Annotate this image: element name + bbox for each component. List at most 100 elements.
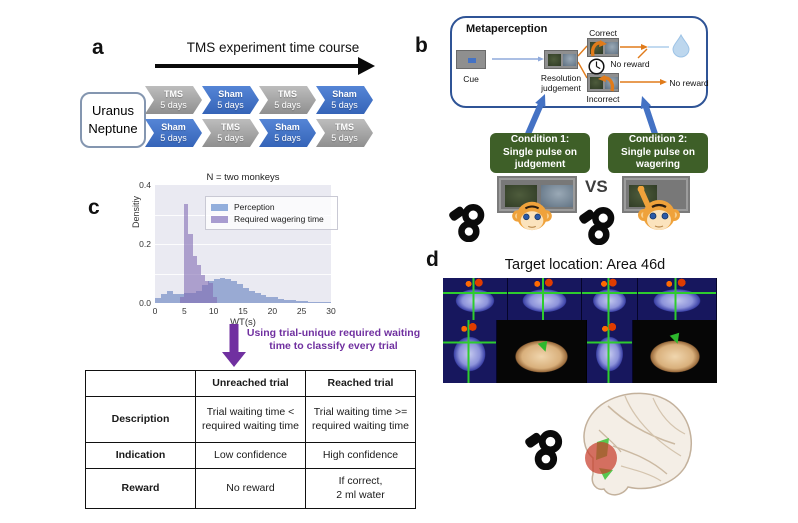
hist-bar — [307, 301, 314, 303]
classification-table-body: Unreached trial Reached trial Description T… — [85, 370, 416, 509]
chevron-condition: Sham — [218, 88, 243, 99]
table-cell: If correct, 2 ml water — [305, 468, 416, 509]
x-tick: 5 — [181, 306, 187, 316]
chevron-duration: 5 days — [217, 100, 244, 110]
timeline-arrow-head-icon — [358, 57, 375, 75]
wager-arrow-icon — [598, 75, 615, 92]
cue-stimulus — [468, 58, 476, 63]
table-row-header: Description — [85, 396, 196, 443]
hist-bar — [219, 277, 226, 303]
legend-item: Perception — [211, 202, 331, 212]
x-tick: 25 — [296, 306, 307, 316]
chevron-duration: 5 days — [217, 133, 244, 143]
hist-bar — [155, 297, 161, 303]
x-tick: 15 — [238, 306, 248, 316]
table-cell: High confidence — [305, 442, 416, 469]
schedule-chevron: TMS 5 days — [259, 86, 316, 114]
hist-bar — [204, 280, 209, 303]
tms-schedule-row-1: TMS 5 days Sham 5 days TMS 5 days Sham 5 days — [145, 86, 373, 114]
hist-bar — [260, 295, 267, 303]
hist-bar — [289, 300, 296, 303]
hist-bar — [243, 288, 249, 303]
y-tick: 0.0 — [139, 298, 151, 308]
condition-2-box: Condition 2: Single pulse on wagering — [608, 133, 708, 173]
target-marker-icon — [537, 340, 551, 354]
y-tick: 0.4 — [139, 180, 151, 190]
target-marker-icon — [669, 332, 683, 346]
table-col-header: Reached trial — [305, 370, 416, 397]
resolution-image-right — [563, 54, 576, 66]
mri-slice — [638, 278, 717, 320]
hist-bar — [231, 280, 238, 303]
hist-bar — [313, 302, 320, 303]
chevron-duration: 5 days — [331, 133, 358, 143]
classify-arrow-icon — [222, 324, 246, 367]
tms-coil-icon — [525, 430, 563, 470]
chevron-condition: TMS — [278, 88, 297, 99]
histogram-title: N = two monkeys — [206, 172, 280, 183]
schedule-chevron: TMS 5 days — [202, 119, 259, 147]
hist-bar — [213, 279, 220, 303]
table-col-header — [85, 370, 196, 397]
table-row-header: Indication — [85, 442, 196, 469]
brain-3d-render — [583, 392, 692, 496]
tms-coil-icon — [449, 203, 485, 242]
water-drop-icon — [672, 33, 690, 58]
hist-bar — [196, 264, 201, 303]
chevron-duration: 5 days — [274, 100, 301, 110]
no-reward-unreached-label: No reward — [610, 59, 650, 69]
x-tick: 0 — [152, 306, 158, 316]
incorrect-label: Incorrect — [586, 94, 620, 104]
clock-icon — [588, 58, 605, 75]
chevron-condition: TMS — [164, 88, 183, 99]
metaperception-connectors — [492, 33, 690, 85]
table-row-header: Reward — [85, 468, 196, 509]
tms-schedule-row-2: Sham 5 days TMS 5 days Sham 5 days TMS 5 days — [145, 119, 373, 147]
timeline-arrow — [155, 64, 361, 68]
hist-bar — [295, 301, 302, 303]
hist-bar — [208, 282, 214, 303]
versus-label: VS — [585, 177, 608, 196]
schedule-chevron: TMS 5 days — [316, 119, 373, 147]
histogram-legend: Perception Required wagering time — [205, 196, 338, 230]
hist-bar — [192, 255, 197, 303]
hist-bar — [166, 290, 173, 303]
hist-bar — [284, 300, 290, 303]
hist-bar — [188, 233, 193, 303]
legend-label: Required wagering time — [234, 214, 324, 224]
mri-montage — [443, 278, 717, 383]
hist-bar — [278, 299, 285, 303]
hist-bar — [213, 297, 218, 303]
hist-bar — [319, 302, 326, 303]
chevron-condition: TMS — [221, 121, 240, 132]
panel-a-label: a — [92, 36, 104, 59]
table-cell: Trial waiting time < required waiting ti… — [195, 396, 306, 443]
legend-label: Perception — [234, 202, 275, 212]
table-cell: Low confidence — [195, 442, 306, 469]
metaperception-title: Metaperception — [466, 23, 548, 35]
chevron-condition: Sham — [161, 121, 186, 132]
x-tick: 20 — [267, 306, 278, 316]
cue-label: Cue — [463, 74, 479, 84]
legend-swatch-icon — [211, 215, 228, 223]
x-axis-label: WT(s) — [230, 317, 256, 328]
cue-screen — [456, 50, 486, 69]
y-tick: 0.2 — [139, 239, 151, 249]
mri-slice — [443, 278, 508, 320]
tms-coil-icon — [579, 206, 615, 245]
brain-render — [633, 320, 717, 383]
x-tick: 30 — [326, 306, 336, 316]
chevron-duration: 5 days — [274, 133, 301, 143]
panel-a-title: TMS experiment time course — [186, 40, 360, 55]
classification-note: Using trial-unique required waiting time… — [246, 327, 421, 353]
mri-slice — [587, 320, 633, 383]
monkey-face-icon — [512, 201, 552, 231]
x-tick: 10 — [208, 306, 219, 316]
chevron-condition: Sham — [332, 88, 357, 99]
resolution-screen — [544, 50, 578, 69]
chevron-duration: 5 days — [160, 100, 187, 110]
hist-bar — [254, 293, 261, 303]
hist-bar — [301, 301, 308, 303]
schedule-chevron: TMS 5 days — [145, 86, 202, 114]
